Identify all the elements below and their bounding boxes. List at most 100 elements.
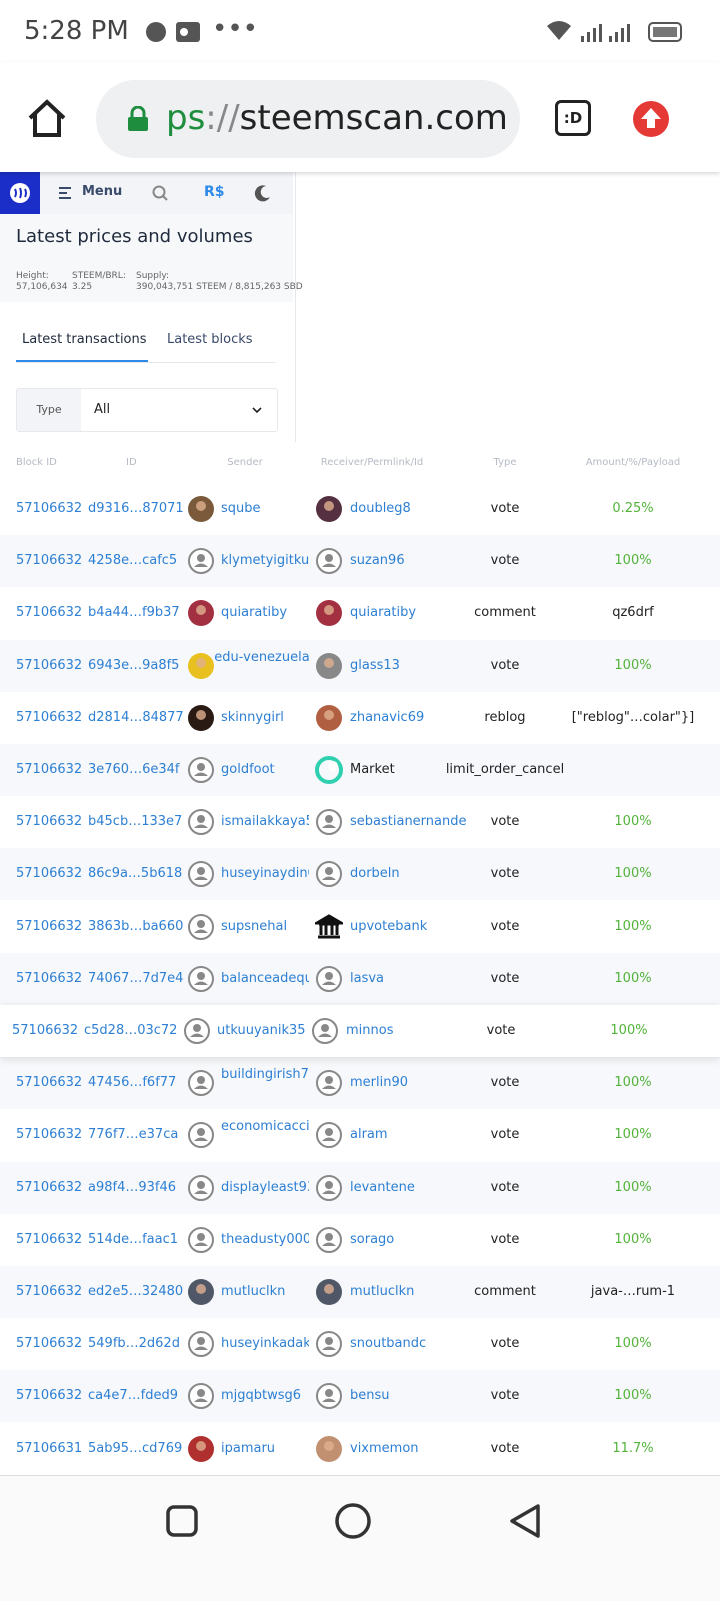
block-id[interactable]: 57106632 bbox=[16, 1179, 83, 1195]
tx-id[interactable]: d2814…84877 bbox=[88, 709, 184, 725]
receiver[interactable]: glass13 bbox=[350, 657, 400, 673]
receiver[interactable]: levantene bbox=[350, 1179, 415, 1195]
sender[interactable]: balanceadequate bbox=[221, 970, 309, 986]
sender[interactable]: ipamaru bbox=[221, 1440, 276, 1456]
amount: 100% bbox=[614, 1075, 652, 1091]
receiver[interactable]: upvotebank bbox=[350, 918, 428, 934]
receiver[interactable]: sebastianernande bbox=[350, 814, 467, 830]
block-id[interactable]: 57106632 bbox=[16, 866, 83, 882]
block-id[interactable]: 57106632 bbox=[16, 970, 83, 986]
block-id[interactable]: 57106632 bbox=[16, 709, 83, 725]
block-id[interactable]: 57106632 bbox=[16, 1284, 83, 1299]
block-id[interactable]: 57106632 bbox=[16, 1127, 83, 1143]
url-bar[interactable]: ps://steemscan.com bbox=[96, 80, 520, 158]
table-row: 57106632 b4a44…f9b37 quiaratiby quiaratiby c… bbox=[0, 587, 720, 640]
home-nav-button[interactable] bbox=[335, 1503, 371, 1539]
theme-button[interactable] bbox=[254, 184, 272, 202]
sender[interactable]: buildingirish728 bbox=[221, 1067, 309, 1083]
avatar bbox=[188, 1070, 214, 1097]
home-button[interactable] bbox=[26, 98, 68, 138]
back-button[interactable] bbox=[510, 1504, 540, 1538]
block-id[interactable]: 57106632 bbox=[16, 605, 83, 621]
tx-id[interactable]: 86c9a…5b618 bbox=[88, 866, 183, 882]
logo[interactable] bbox=[0, 172, 40, 214]
tab[interactable]: Latest blocks bbox=[167, 332, 253, 347]
receiver[interactable]: dorbeln bbox=[350, 866, 400, 882]
sender[interactable]: mjgqbtwsg6 bbox=[221, 1388, 302, 1404]
block-id[interactable]: 57106632 bbox=[16, 762, 83, 777]
sender[interactable]: displayleast932 bbox=[221, 1179, 309, 1195]
tab[interactable]: Latest transactions bbox=[22, 332, 147, 347]
tx-id[interactable]: d9316…87071 bbox=[88, 501, 184, 516]
block-id[interactable]: 57106632 bbox=[12, 1023, 79, 1038]
avatar bbox=[312, 1018, 338, 1044]
currency-button[interactable]: R$ bbox=[204, 184, 225, 200]
receiver[interactable]: lasva bbox=[350, 970, 385, 986]
tx-id[interactable]: 5ab95…cd769 bbox=[88, 1440, 183, 1456]
sender[interactable]: mutluclkn bbox=[221, 1284, 286, 1299]
sender[interactable]: sqube bbox=[221, 501, 261, 516]
tx-id[interactable]: 47456…f6f77 bbox=[88, 1075, 177, 1091]
tx-id[interactable]: b4a44…f9b37 bbox=[88, 605, 180, 621]
sender[interactable]: skinnygirl bbox=[221, 709, 284, 725]
block-id[interactable]: 57106632 bbox=[16, 1231, 83, 1247]
receiver[interactable]: minnos bbox=[346, 1023, 394, 1038]
stat-value: 3.25 bbox=[72, 282, 93, 292]
receiver[interactable]: alram bbox=[350, 1127, 388, 1143]
block-id[interactable]: 57106632 bbox=[16, 553, 83, 569]
receiver[interactable]: mutluclkn bbox=[350, 1284, 415, 1299]
sender[interactable]: klymetyigitkupl bbox=[221, 553, 309, 569]
update-button[interactable] bbox=[632, 100, 670, 138]
block-id[interactable]: 57106632 bbox=[16, 814, 83, 830]
tx-id[interactable]: 776f7…e37ca bbox=[88, 1127, 179, 1143]
tx-id[interactable]: 6943e…9a8f5 bbox=[88, 657, 180, 673]
receiver[interactable]: vixmemon bbox=[350, 1440, 419, 1456]
tx-id[interactable]: ca4e7…fded9 bbox=[88, 1388, 179, 1404]
menu-button[interactable]: Menu bbox=[82, 184, 123, 199]
sender[interactable]: goldfoot bbox=[221, 762, 275, 777]
block-id[interactable]: 57106632 bbox=[16, 918, 83, 934]
tx-type: vote bbox=[490, 553, 520, 569]
receiver[interactable]: merlin90 bbox=[350, 1075, 409, 1091]
tx-id[interactable]: 3863b…ba660 bbox=[88, 918, 184, 934]
sender[interactable]: economicaccident bbox=[221, 1119, 309, 1135]
tx-id[interactable]: a98f4…93f46 bbox=[88, 1179, 177, 1195]
avatar bbox=[188, 809, 214, 836]
tx-id[interactable]: b45cb…133e7 bbox=[88, 814, 183, 830]
search-button[interactable] bbox=[152, 185, 168, 201]
tx-id[interactable]: c5d28…03c72 bbox=[84, 1023, 178, 1038]
sender[interactable]: theadusty000 bbox=[221, 1231, 309, 1247]
tx-id[interactable]: 4258e…cafc5 bbox=[88, 553, 178, 569]
receiver[interactable]: doubleg8 bbox=[350, 501, 411, 516]
tx-id[interactable]: 74067…7d7e4 bbox=[88, 970, 184, 986]
amount: 100% bbox=[614, 814, 652, 830]
receiver[interactable]: sorago bbox=[350, 1231, 395, 1247]
block-id[interactable]: 57106632 bbox=[16, 1336, 83, 1352]
block-id[interactable]: 57106632 bbox=[16, 657, 83, 673]
receiver[interactable]: zhanavic69 bbox=[350, 709, 425, 725]
receiver[interactable]: bensu bbox=[350, 1388, 390, 1404]
signal-icons bbox=[547, 21, 682, 42]
receiver[interactable]: quiaratiby bbox=[350, 605, 417, 621]
tx-id[interactable]: 549fb…2d62d bbox=[88, 1336, 180, 1352]
sender[interactable]: quiaratiby bbox=[221, 605, 288, 621]
tx-id[interactable]: ed2e5…32480 bbox=[88, 1284, 184, 1299]
tx-id[interactable]: 3e760…6e34f bbox=[88, 762, 180, 777]
sender[interactable]: utkuuyanik351 bbox=[217, 1023, 305, 1038]
block-id[interactable]: 57106631 bbox=[16, 1440, 83, 1456]
sender[interactable]: supsnehal bbox=[221, 918, 288, 934]
tx-id[interactable]: 514de…faac1 bbox=[88, 1231, 178, 1247]
sender[interactable]: edu-venezuela bbox=[214, 649, 310, 665]
block-id[interactable]: 57106632 bbox=[16, 1388, 83, 1404]
receiver[interactable]: suzan96 bbox=[350, 553, 405, 569]
sender[interactable]: huseyinaydin08 bbox=[221, 866, 309, 882]
avatar bbox=[316, 652, 342, 679]
block-id[interactable]: 57106632 bbox=[16, 1075, 83, 1091]
type-filter[interactable]: Type All bbox=[16, 388, 278, 432]
recents-button[interactable] bbox=[166, 1505, 198, 1537]
receiver[interactable]: snoutbandc bbox=[350, 1336, 427, 1352]
block-id[interactable]: 57106632 bbox=[16, 501, 83, 516]
sender[interactable]: huseyinkadak26 bbox=[221, 1336, 309, 1352]
tab-switcher[interactable]: :D bbox=[555, 100, 591, 136]
sender[interactable]: ismailakkaya58 bbox=[221, 814, 309, 830]
